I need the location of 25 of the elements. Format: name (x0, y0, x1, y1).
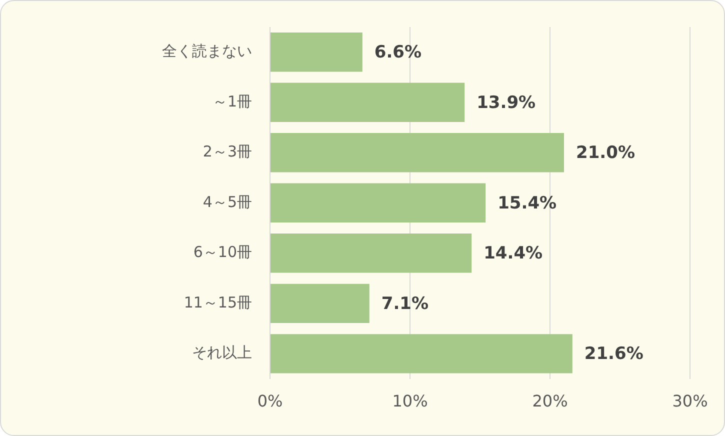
data-label: 15.4% (498, 193, 557, 214)
y-tick-label: 6～10冊 (193, 243, 252, 262)
data-label: 21.6% (584, 344, 644, 364)
x-tick-label: 20% (532, 392, 568, 411)
y-tick-label: 4～5冊 (202, 192, 252, 211)
data-label: 21.0% (576, 143, 635, 164)
bar (270, 183, 486, 222)
x-tick-label: 0% (257, 392, 283, 411)
x-tick-label: 30% (672, 392, 708, 411)
bar (270, 82, 465, 122)
y-tick-label: ～1冊 (212, 92, 252, 110)
y-tick-label: 11～15冊 (184, 293, 252, 312)
data-label: 14.4% (484, 244, 543, 264)
bar (270, 334, 572, 374)
data-label: 13.9% (476, 92, 536, 113)
bar (270, 133, 564, 172)
x-tick-label: 10% (392, 392, 428, 411)
y-tick-label: 2～3冊 (202, 142, 252, 161)
bar (270, 234, 472, 273)
bar (270, 32, 362, 72)
bar (270, 284, 370, 324)
data-label: 6.6% (374, 42, 422, 63)
data-label: 7.1% (381, 294, 429, 314)
y-tick-label: それ以上 (192, 344, 252, 362)
y-tick-label: 全く読まない (162, 42, 252, 60)
